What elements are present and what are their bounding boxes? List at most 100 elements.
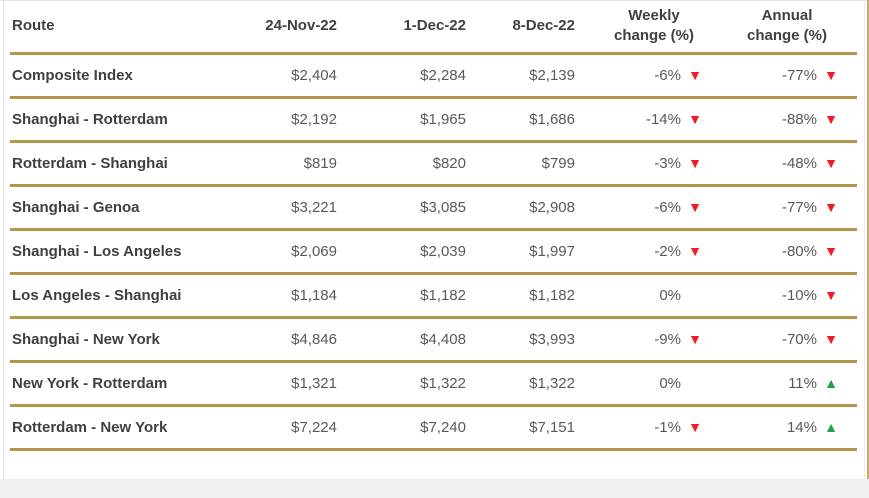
column-header-24-nov-22: 24-Nov-22 (260, 0, 353, 55)
weekly-change-cell: -2% ▼ (591, 229, 717, 275)
annual-change-cell: -70% ▼ (717, 317, 857, 363)
weekly-change-value: 0% (659, 374, 681, 392)
annual-change-cell: 11% ▲ (717, 361, 857, 407)
annual-change-cell: -77% ▼ (717, 185, 857, 231)
weekly-change-cell: 0% (591, 273, 717, 319)
column-header-8-dec-22: 8-Dec-22 (482, 0, 591, 55)
column-header-route-label: Route (12, 17, 55, 35)
weekly-change-cell: -6% ▼ (591, 185, 717, 231)
price-1-dec-22-cell: $1,322 (353, 361, 482, 407)
down-triangle-icon: ▼ (688, 67, 702, 83)
price-1-dec-22-cell: $3,085 (353, 185, 482, 231)
annual-change-cell: -88% ▼ (717, 97, 857, 143)
table-row: Shanghai - Genoa $3,221 $3,085 $2,908 -6… (10, 185, 857, 231)
down-triangle-icon: ▼ (824, 287, 838, 303)
table-row: Rotterdam - Shanghai $819 $820 $799 -3% … (10, 141, 857, 187)
table-header: Route 24-Nov-22 1-Dec-22 8-Dec-22 Weekly… (10, 0, 857, 55)
annual-change-value: -77% (781, 198, 817, 216)
weekly-change-value: -2% (654, 242, 681, 260)
route-cell: Shanghai - Genoa (10, 185, 260, 231)
price-24-nov-22-cell: $2,192 (260, 97, 353, 143)
table-row: Rotterdam - New York $7,224 $7,240 $7,15… (10, 405, 857, 451)
route-cell: Composite Index (10, 53, 260, 99)
weekly-change-value: 0% (659, 286, 681, 304)
annual-change-cell: -10% ▼ (717, 273, 857, 319)
route-cell: Shanghai - New York (10, 317, 260, 363)
down-triangle-icon: ▼ (824, 331, 838, 347)
column-header-annual-change: Annual change (%) (717, 0, 857, 55)
annual-change-value: -48% (781, 154, 817, 172)
annual-change-value: -77% (781, 66, 817, 84)
down-triangle-icon: ▼ (824, 199, 838, 215)
price-1-dec-22-cell: $820 (353, 141, 482, 187)
route-cell: Los Angeles - Shanghai (10, 273, 260, 319)
price-1-dec-22-cell: $4,408 (353, 317, 482, 363)
weekly-change-value: -14% (645, 110, 681, 128)
annual-change-cell: -77% ▼ (717, 53, 857, 99)
weekly-change-value: -6% (654, 66, 681, 84)
price-8-dec-22-cell: $7,151 (482, 405, 591, 451)
weekly-change-cell: -1% ▼ (591, 405, 717, 451)
annual-change-cell: -48% ▼ (717, 141, 857, 187)
weekly-change-value: -6% (654, 198, 681, 216)
down-triangle-icon: ▼ (688, 111, 702, 127)
table-row: Los Angeles - Shanghai $1,184 $1,182 $1,… (10, 273, 857, 319)
price-8-dec-22-cell: $2,908 (482, 185, 591, 231)
annual-change-value: -10% (781, 286, 817, 304)
price-8-dec-22-cell: $1,182 (482, 273, 591, 319)
weekly-change-cell: -14% ▼ (591, 97, 717, 143)
price-24-nov-22-cell: $1,184 (260, 273, 353, 319)
column-header-8-dec-22-label: 8-Dec-22 (512, 17, 575, 35)
price-8-dec-22-cell: $2,139 (482, 53, 591, 99)
price-8-dec-22-cell: $1,686 (482, 97, 591, 143)
footer-strip (0, 479, 869, 498)
left-edge-line (3, 0, 4, 498)
price-24-nov-22-cell: $4,846 (260, 317, 353, 363)
price-1-dec-22-cell: $7,240 (353, 405, 482, 451)
column-header-1-dec-22: 1-Dec-22 (353, 0, 482, 55)
down-triangle-icon: ▼ (824, 243, 838, 259)
price-1-dec-22-cell: $2,284 (353, 53, 482, 99)
gold-right-edge-line (867, 0, 869, 498)
route-cell: Rotterdam - Shanghai (10, 141, 260, 187)
weekly-change-cell: -3% ▼ (591, 141, 717, 187)
table-row: Shanghai - New York $4,846 $4,408 $3,993… (10, 317, 857, 363)
annual-change-value: 14% (786, 418, 817, 436)
route-cell: Shanghai - Los Angeles (10, 229, 260, 275)
price-24-nov-22-cell: $2,404 (260, 53, 353, 99)
column-header-weekly-change-label: Weekly change (%) (613, 6, 694, 44)
weekly-change-cell: -9% ▼ (591, 317, 717, 363)
table-row: Composite Index $2,404 $2,284 $2,139 -6%… (10, 53, 857, 99)
price-1-dec-22-cell: $2,039 (353, 229, 482, 275)
price-8-dec-22-cell: $799 (482, 141, 591, 187)
up-triangle-icon: ▲ (824, 375, 838, 391)
annual-change-cell: 14% ▲ (717, 405, 857, 451)
down-triangle-icon: ▼ (688, 243, 702, 259)
route-cell: New York - Rotterdam (10, 361, 260, 407)
down-triangle-icon: ▼ (824, 111, 838, 127)
right-edge-line (864, 0, 865, 498)
route-cell: Rotterdam - New York (10, 405, 260, 451)
annual-change-value: 11% (788, 374, 817, 392)
down-triangle-icon: ▼ (688, 331, 702, 347)
down-triangle-icon: ▼ (688, 419, 702, 435)
weekly-change-cell: -6% ▼ (591, 53, 717, 99)
freight-rates-table: Route 24-Nov-22 1-Dec-22 8-Dec-22 Weekly… (10, 0, 857, 451)
header-row: Route 24-Nov-22 1-Dec-22 8-Dec-22 Weekly… (10, 0, 857, 55)
weekly-change-cell: 0% (591, 361, 717, 407)
table-row: Shanghai - Los Angeles $2,069 $2,039 $1,… (10, 229, 857, 275)
annual-change-value: -80% (781, 242, 817, 260)
table-row: Shanghai - Rotterdam $2,192 $1,965 $1,68… (10, 97, 857, 143)
column-header-24-nov-22-label: 24-Nov-22 (265, 17, 337, 35)
down-triangle-icon: ▼ (824, 67, 838, 83)
annual-change-value: -70% (781, 330, 817, 348)
column-header-route: Route (10, 0, 260, 55)
route-cell: Shanghai - Rotterdam (10, 97, 260, 143)
down-triangle-icon: ▼ (824, 155, 838, 171)
price-24-nov-22-cell: $2,069 (260, 229, 353, 275)
price-1-dec-22-cell: $1,182 (353, 273, 482, 319)
weekly-change-value: -3% (654, 154, 681, 172)
weekly-change-value: -9% (654, 330, 681, 348)
price-24-nov-22-cell: $1,321 (260, 361, 353, 407)
